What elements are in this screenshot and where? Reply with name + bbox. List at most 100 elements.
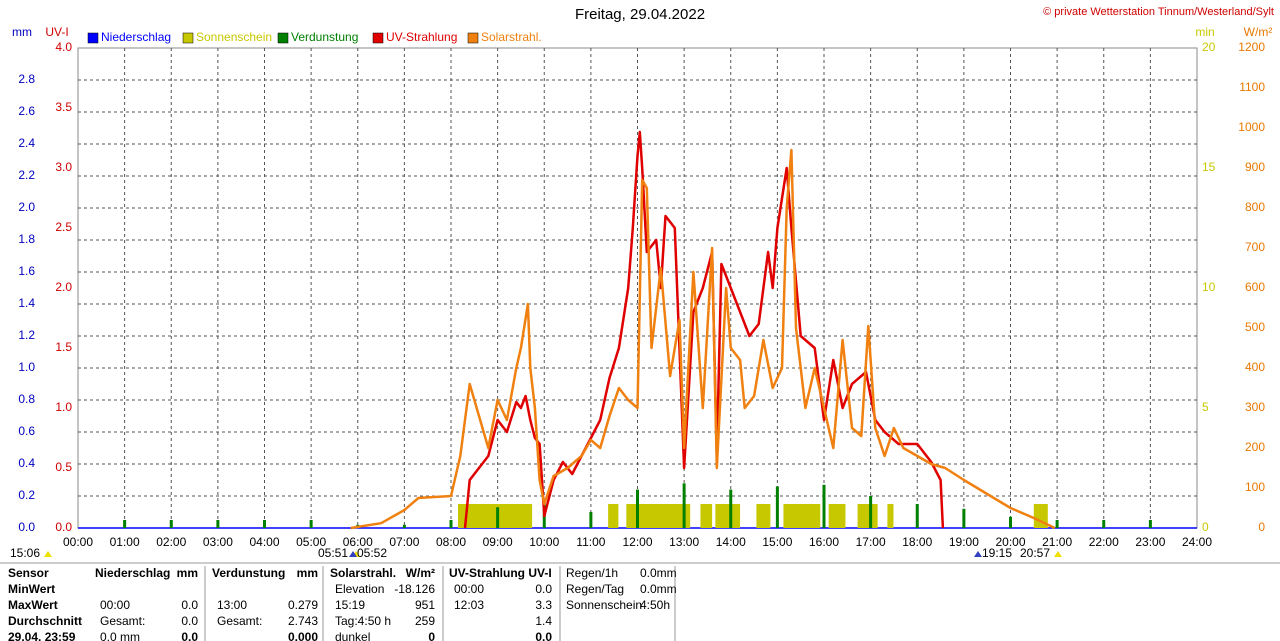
cell-value: 0.0mm: [640, 582, 677, 596]
y-tick-label: 1.5: [55, 340, 72, 354]
cell-label: Gesamt:: [100, 614, 145, 628]
y-tick-label: 100: [1245, 480, 1265, 494]
cell-value: 0.279: [288, 598, 318, 612]
sun-time: 05:51: [318, 546, 348, 560]
x-tick-label: 24:00: [1182, 535, 1212, 549]
x-tick-label: 03:00: [203, 535, 233, 549]
cell-label: Niederschlag: [95, 566, 170, 580]
cell-label: Regen/Tag: [566, 582, 624, 596]
y-axis-title: min: [1195, 25, 1214, 39]
cell-label: Solarstrahl.: [330, 566, 396, 580]
y-tick-label: 3.5: [55, 100, 72, 114]
y-tick-label: 2.6: [18, 104, 35, 118]
series-line: [350, 148, 1056, 530]
x-tick-label: 08:00: [436, 535, 466, 549]
y-tick-label: 0.0: [18, 520, 35, 534]
x-tick-label: 09:00: [483, 535, 513, 549]
x-tick-label: 18:00: [902, 535, 932, 549]
cell-value: mm: [297, 566, 318, 580]
y-tick-label: 2.0: [55, 280, 72, 294]
sunshine-bar: [887, 504, 894, 528]
cell-value: 0.000: [288, 630, 318, 641]
y-tick-label: 0: [1202, 520, 1209, 534]
legend-label: Niederschlag: [101, 30, 171, 44]
cell-value: 0.0mm: [640, 566, 677, 580]
y-tick-label: 2.2: [18, 168, 35, 182]
x-tick-label: 15:00: [762, 535, 792, 549]
cell-label: Verdunstung: [212, 566, 285, 580]
y-tick-label: 1.8: [18, 232, 35, 246]
row-label: MaxWert: [8, 598, 58, 612]
y-tick-label: 400: [1245, 360, 1265, 374]
sunshine-bar: [700, 504, 713, 528]
x-tick-label: 07:00: [389, 535, 419, 549]
cell-value: 3.3: [535, 598, 552, 612]
cell-label: 12:03: [454, 598, 484, 612]
cell-label: 0.0 mm: [100, 630, 140, 641]
y-tick-label: 2.8: [18, 72, 35, 86]
y-tick-label: 0.6: [18, 424, 35, 438]
cell-value: W/m²: [406, 566, 435, 580]
sunshine-bar: [626, 504, 691, 528]
sun-marker: [1054, 551, 1062, 557]
y-tick-label: 500: [1245, 320, 1265, 334]
chart-title: Freitag, 29.04.2022: [575, 6, 705, 23]
y-tick-label: 0.2: [18, 488, 35, 502]
y-tick-label: 300: [1245, 400, 1265, 414]
row-label: Sensor: [8, 566, 49, 580]
sunshine-bar: [457, 504, 533, 528]
legend-label: Verdunstung: [291, 30, 358, 44]
y-tick-label: 0.8: [18, 392, 35, 406]
y-tick-label: 1.4: [18, 296, 35, 310]
y-axis-title: mm: [12, 25, 32, 39]
legend-swatch: [87, 32, 99, 44]
x-tick-label: 06:00: [343, 535, 373, 549]
sun-marker: [349, 551, 357, 557]
y-tick-label: 1.0: [55, 400, 72, 414]
row-label: 29.04. 23:59: [8, 630, 76, 641]
y-tick-label: 10: [1202, 280, 1216, 294]
x-tick-label: 04:00: [249, 535, 279, 549]
x-tick-label: 23:00: [1135, 535, 1165, 549]
row-label: MinWert: [8, 582, 55, 596]
x-tick-label: 01:00: [110, 535, 140, 549]
x-tick-label: 05:00: [296, 535, 326, 549]
x-tick-label: 00:00: [63, 535, 93, 549]
cell-label: Elevation: [335, 582, 384, 596]
cell-value: 259: [415, 614, 435, 628]
y-axis-title: UV-I: [45, 25, 68, 39]
cell-value: 1.4: [535, 614, 552, 628]
x-tick-label: 14:00: [716, 535, 746, 549]
cell-label: 00:00: [100, 598, 130, 612]
sun-time: 19:15: [982, 546, 1012, 560]
x-tick-label: 10:00: [529, 535, 559, 549]
cell-value: -18.126: [394, 582, 435, 596]
x-tick-label: 20:00: [995, 535, 1025, 549]
x-tick-label: 22:00: [1089, 535, 1119, 549]
sunshine-bar: [783, 504, 821, 528]
cell-value: 0.0: [535, 630, 552, 641]
cell-label: dunkel: [335, 630, 370, 641]
cell-value: 951: [415, 598, 435, 612]
sun-marker: [44, 551, 52, 557]
copyright: © private Wetterstation Tinnum/Westerlan…: [1043, 6, 1274, 18]
x-tick-label: 16:00: [809, 535, 839, 549]
series-line: [463, 130, 945, 529]
y-tick-label: 2.5: [55, 220, 72, 234]
cell-value: 0.0: [181, 614, 198, 628]
sun-marker: [974, 551, 982, 557]
cell-label: 00:00: [454, 582, 484, 596]
y-tick-label: 20: [1202, 40, 1216, 54]
sunshine-bar: [756, 504, 771, 528]
sun-time: 15:06: [10, 546, 40, 560]
x-tick-label: 02:00: [156, 535, 186, 549]
sunshine-bar: [828, 504, 846, 528]
cell-value: 2.743: [288, 614, 318, 628]
y-tick-label: 3.0: [55, 160, 72, 174]
y-tick-label: 900: [1245, 160, 1265, 174]
cell-value: mm: [177, 566, 198, 580]
y-tick-label: 1000: [1238, 120, 1265, 134]
cell-label: 13:00: [217, 598, 247, 612]
cell-value: 0: [428, 630, 435, 641]
